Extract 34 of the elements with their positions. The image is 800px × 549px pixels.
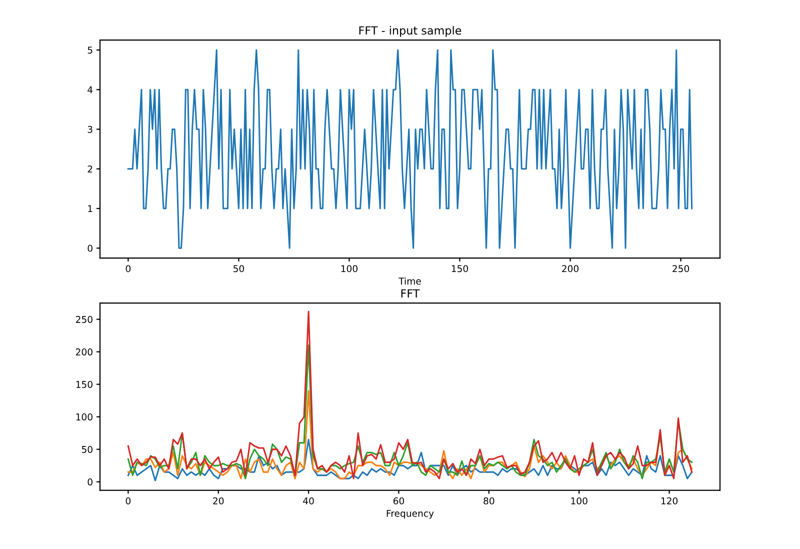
x-tick-label: 50 bbox=[233, 265, 244, 272]
x-tick-label: 0 bbox=[126, 265, 131, 272]
y-tick-label: 100 bbox=[76, 413, 92, 420]
x-tick-label: 150 bbox=[452, 265, 468, 272]
line-series bbox=[127, 344, 693, 480]
y-tick-label: 200 bbox=[76, 348, 92, 356]
line-series bbox=[127, 49, 693, 249]
x-axis-title: Frequency bbox=[386, 510, 434, 519]
line-series bbox=[127, 390, 693, 480]
x-tick-label: 0 bbox=[126, 497, 131, 504]
x-tick-label: 100 bbox=[571, 497, 588, 504]
x-tick-label: 200 bbox=[562, 265, 579, 272]
chart-title: FFT - input sample bbox=[359, 26, 462, 37]
y-tick-label: 150 bbox=[76, 380, 92, 388]
x-tick-label: 60 bbox=[393, 497, 404, 504]
chart-title: FFT bbox=[401, 289, 420, 298]
x-tick-label: 100 bbox=[341, 265, 358, 272]
x-tick-label: 120 bbox=[661, 497, 678, 504]
x-tick-label: 80 bbox=[484, 497, 494, 504]
y-tick-label: 0 bbox=[88, 478, 92, 486]
x-tick-label: 40 bbox=[303, 497, 314, 504]
y-tick-label: 2 bbox=[88, 165, 92, 172]
y-tick-label: 250 bbox=[76, 316, 92, 323]
line-series bbox=[127, 438, 693, 482]
y-tick-label: 50 bbox=[82, 446, 92, 453]
y-tick-label: 0 bbox=[88, 244, 92, 252]
x-tick-label: 20 bbox=[213, 497, 224, 504]
y-tick-label: 5 bbox=[88, 46, 92, 54]
x-tick-label: 250 bbox=[672, 265, 690, 272]
x-axis-title: Time bbox=[398, 277, 421, 285]
y-tick-label: 3 bbox=[88, 126, 92, 133]
line-series bbox=[127, 310, 693, 480]
y-tick-label: 4 bbox=[88, 86, 93, 94]
y-tick-label: 1 bbox=[88, 205, 92, 212]
